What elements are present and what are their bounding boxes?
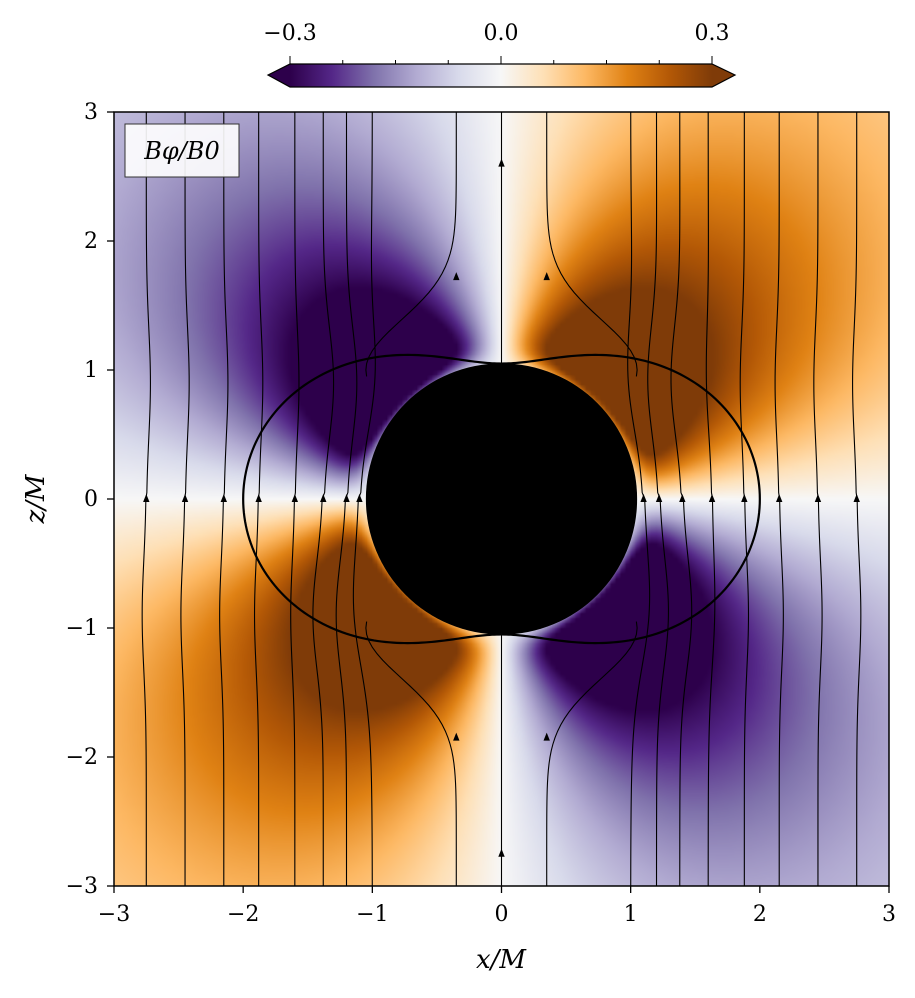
field-arrow [776,494,783,502]
field-line [365,621,457,886]
field-arrow [814,494,822,502]
y-axis-label: z/M [21,473,51,524]
black-hole-horizon [365,363,638,635]
field-arrow [255,494,262,502]
y-tick-label: −2 [66,745,98,770]
legend-box [124,123,240,178]
field-line [365,112,457,377]
x-tick-label: 0 [495,902,509,927]
field-arrow [181,494,189,502]
y-tick-label: 3 [84,100,98,125]
field-arrow [220,494,227,502]
field-arrow [291,494,299,502]
colorbar: −0.3 0.0 0.3 [263,21,737,88]
x-tick-label: 3 [882,902,896,927]
field-arrow [320,494,327,502]
field-arrow [640,494,647,502]
field-arrow [453,272,460,281]
field-arrow [356,494,363,502]
colorbar-extend-max [712,64,735,87]
y-tick-label: 0 [84,487,98,512]
x-tick-label: −2 [227,902,259,927]
field-arrow [708,494,716,502]
y-tick-label: 2 [84,229,98,254]
x-axis-label: x/M [476,945,527,975]
x-tick-label: −3 [98,902,130,927]
field-line [546,621,638,886]
y-tick-label: −3 [66,874,98,899]
colorbar-extend-min [268,64,290,87]
legend-label: Bφ/B0 [143,137,219,165]
y-tick-label: −1 [66,616,98,641]
field-arrow [543,272,550,281]
field-arrow [143,494,150,502]
field-arrow [679,494,686,502]
x-axis-ticks: −3 −2 −1 0 1 2 3 [98,886,896,927]
field-arrow [543,732,550,741]
field-arrow [498,848,505,857]
field-arrow [853,494,860,502]
colorbar-tick-label: 0.3 [695,21,730,46]
y-axis-ticks: −3 −2 −1 0 1 2 3 [66,100,114,899]
colorbar-ticks: −0.3 0.0 0.3 [263,21,730,64]
x-tick-label: −1 [356,902,388,927]
field-arrow [741,494,748,502]
field-arrow [655,494,663,502]
field-arrow [453,732,460,741]
quantity-legend: Bφ/B0 [124,123,240,178]
field-lines [141,112,862,886]
colorbar-tick-label: −0.3 [263,21,316,46]
field-arrow [498,158,505,167]
colorbar-tick-label: 0.0 [484,21,519,46]
field-arrow [343,494,350,502]
x-tick-label: 2 [753,902,767,927]
y-tick-label: 1 [84,358,98,383]
colorbar-gradient [290,64,712,87]
field-line [546,112,638,377]
x-tick-label: 1 [624,902,638,927]
